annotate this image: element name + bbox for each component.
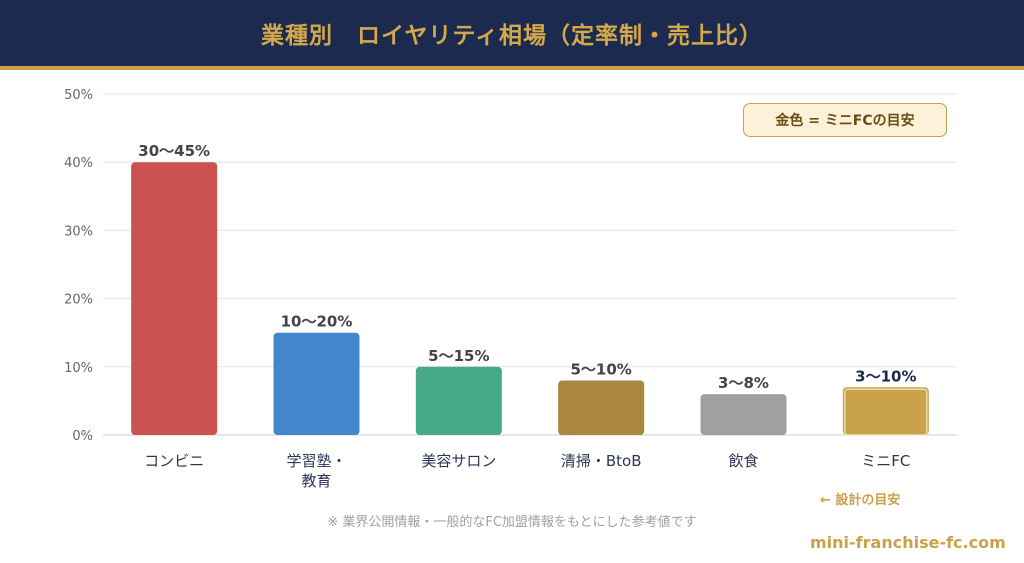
y-tick-label: 30%	[64, 224, 93, 239]
category-label: 清掃・BtoB	[561, 452, 642, 470]
y-tick-label: 10%	[64, 361, 93, 376]
legend-box: 金色 = ミニFCの目安	[743, 103, 947, 137]
y-tick-label: 0%	[72, 429, 93, 444]
data-label: 3〜10%	[855, 367, 916, 385]
bar	[131, 162, 218, 435]
y-tick-label: 20%	[64, 293, 93, 308]
bar	[415, 366, 502, 435]
data-label: 30〜45%	[138, 142, 210, 160]
data-label: 5〜15%	[428, 347, 489, 365]
data-label: 3〜8%	[718, 374, 769, 392]
header-bar: 業種別 ロイヤリティ相場（定率制・売上比）	[0, 0, 1024, 66]
data-label: 10〜20%	[281, 313, 353, 331]
bar	[700, 394, 787, 435]
category-label: 学習塾・教育	[286, 452, 346, 490]
bar	[558, 380, 645, 435]
legend-text: 金色 = ミニFCの目安	[775, 113, 915, 129]
page-title: 業種別 ロイヤリティ相場（定率制・売上比）	[261, 23, 763, 49]
category-label: コンビニ	[144, 452, 204, 470]
category-label: 飲食	[728, 452, 758, 470]
category-label: ミニFC	[861, 452, 910, 470]
y-tick-label: 40%	[64, 156, 93, 171]
bar	[273, 332, 360, 435]
footnote: ※ 業界公開情報・一般的なFC加盟情報をもとにした参考値です	[327, 515, 697, 530]
header-divider	[0, 66, 1024, 70]
data-label: 5〜10%	[570, 360, 631, 378]
bar-highlight-border	[844, 388, 928, 436]
category-label: 美容サロン	[421, 452, 496, 470]
y-tick-label: 50%	[64, 88, 93, 103]
bar	[842, 387, 929, 435]
design-note: ← 設計の目安	[820, 493, 901, 508]
site-url: mini-franchise-fc.com	[810, 533, 1006, 552]
